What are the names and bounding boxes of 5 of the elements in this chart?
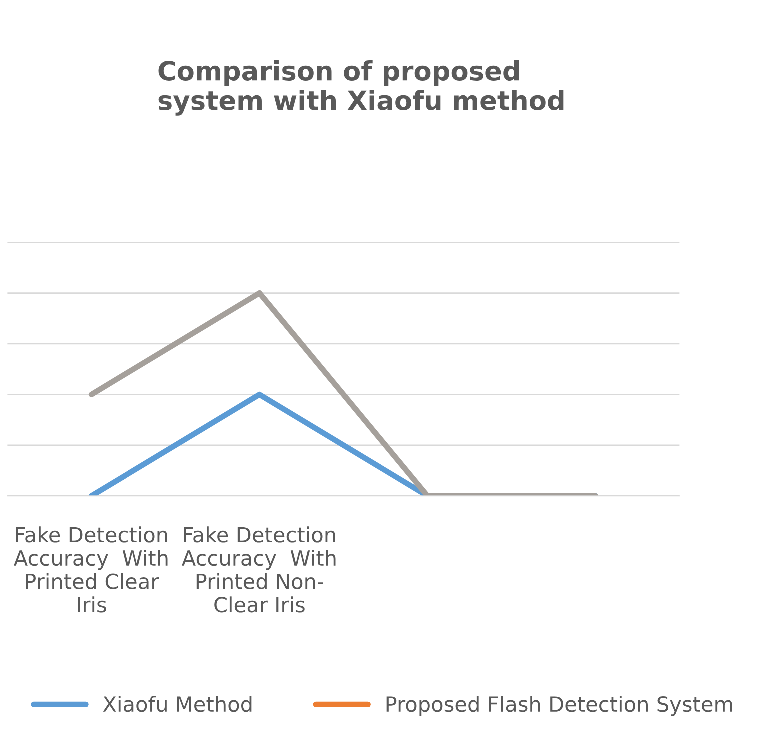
legend-label: Xiaofu Method [103,696,252,712]
x-tick-label: Fake Detection Accuracy With Printed Clear Iris [14,526,168,613]
chart-title: Comparison of proposed system with Xiaofu method [158,60,564,116]
x-tick-label: Fake Detection Accuracy With Printed Non- Clear Iris [182,526,336,613]
legend-label: Proposed Flash Detection System [386,696,732,716]
